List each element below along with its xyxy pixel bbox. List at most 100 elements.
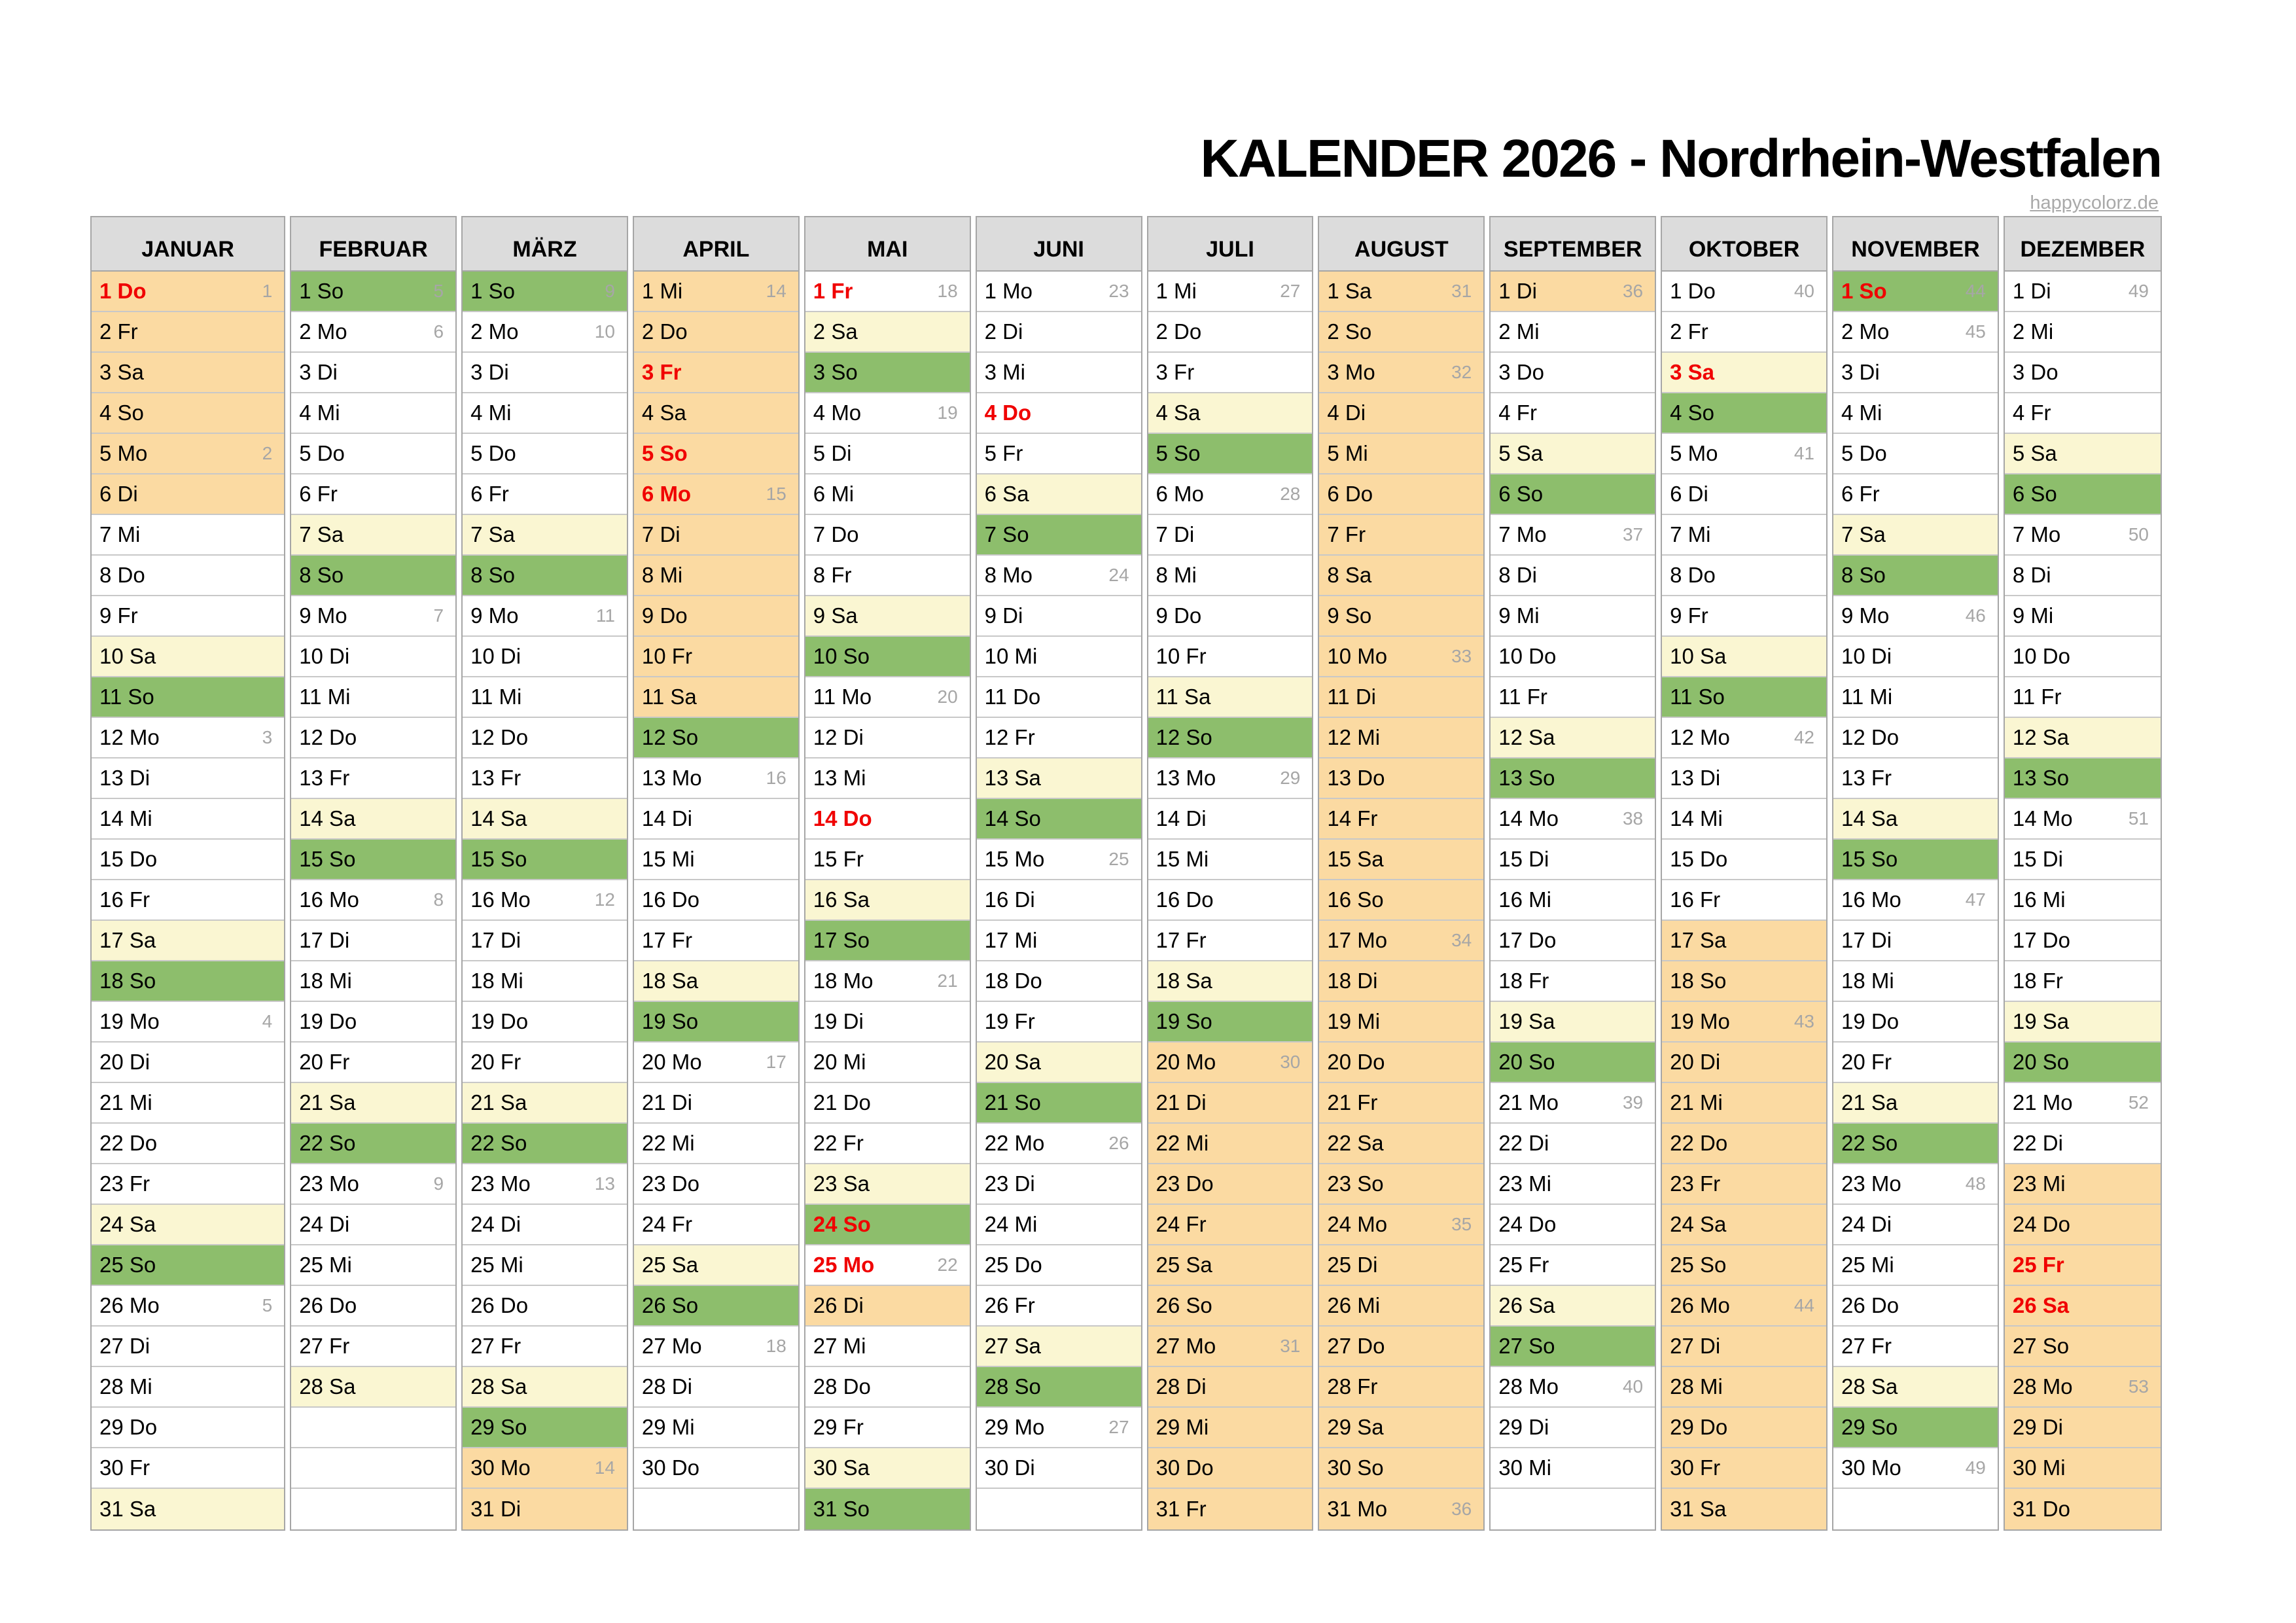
day-cell-juli-3: 3 Fr bbox=[1148, 353, 1313, 393]
day-label: 17 Fr bbox=[1156, 928, 1207, 952]
empty-cell bbox=[976, 1489, 1141, 1529]
day-cell-mai-5: 5 Di bbox=[805, 434, 970, 474]
day-label: 5 Di bbox=[813, 441, 852, 465]
day-label: 22 Fr bbox=[813, 1131, 864, 1155]
day-label: 16 Di bbox=[984, 887, 1035, 912]
day-cell-mai-27: 27 Mi bbox=[805, 1327, 970, 1367]
day-cell-august-5: 5 Mi bbox=[1319, 434, 1484, 474]
day-cell-februar-9: 9 Mo 7 bbox=[291, 596, 456, 637]
day-cell-mai-26: 26 Di bbox=[805, 1286, 970, 1327]
day-label: 26 Di bbox=[813, 1293, 864, 1317]
day-label: 7 Fr bbox=[1327, 522, 1366, 546]
day-cell-juni-12: 12 Fr bbox=[976, 718, 1141, 758]
day-label: 13 Do bbox=[1327, 766, 1385, 790]
day-cell-oktober-26: 26 Mo 44 bbox=[1662, 1286, 1826, 1327]
day-cell-februar-13: 13 Fr bbox=[291, 758, 456, 799]
day-cell-august-31: 31 Mo 36 bbox=[1319, 1489, 1484, 1529]
day-label: 17 Sa bbox=[99, 928, 156, 952]
day-label: 12 Do bbox=[1841, 725, 1899, 749]
day-cell-juli-9: 9 Do bbox=[1148, 596, 1313, 637]
day-cell-maerz-13: 13 Fr bbox=[463, 758, 627, 799]
day-cell-januar-10: 10 Sa bbox=[92, 637, 285, 677]
day-label: 3 Di bbox=[299, 360, 338, 384]
day-cell-dezember-31: 31 Do bbox=[2004, 1489, 2161, 1529]
day-label: 1 Fr bbox=[813, 279, 853, 303]
day-label: 20 So bbox=[1498, 1050, 1555, 1074]
day-label: 7 Mi bbox=[1670, 522, 1711, 546]
day-label: 21 Di bbox=[1156, 1090, 1207, 1115]
week-number: 36 bbox=[1451, 1499, 1472, 1519]
week-number: 6 bbox=[433, 321, 444, 342]
day-label: 27 Di bbox=[1670, 1334, 1721, 1358]
week-number: 33 bbox=[1451, 646, 1472, 666]
day-cell-august-16: 16 So bbox=[1319, 880, 1484, 921]
day-cell-november-20: 20 Fr bbox=[1833, 1043, 1998, 1083]
day-label: 15 Do bbox=[99, 847, 158, 871]
day-cell-januar-5: 5 Mo 2 bbox=[92, 434, 285, 474]
day-label: 23 Mi bbox=[2012, 1171, 2066, 1196]
day-cell-oktober-1: 1 Do 40 bbox=[1662, 272, 1826, 312]
day-cell-oktober-31: 31 Sa bbox=[1662, 1489, 1826, 1529]
day-label: 29 Di bbox=[1498, 1415, 1549, 1439]
day-label: 14 Fr bbox=[1327, 806, 1378, 830]
day-label: 22 So bbox=[470, 1131, 527, 1155]
day-cell-januar-29: 29 Do bbox=[92, 1408, 285, 1448]
day-label: 10 Sa bbox=[1670, 644, 1727, 668]
day-cell-november-24: 24 Di bbox=[1833, 1205, 1998, 1245]
day-label: 21 Mo bbox=[1498, 1090, 1559, 1115]
day-cell-juni-1: 1 Mo 23 bbox=[976, 272, 1141, 312]
day-label: 27 Fr bbox=[299, 1334, 350, 1358]
day-cell-maerz-7: 7 Sa bbox=[463, 515, 627, 556]
day-label: 7 Sa bbox=[470, 522, 515, 546]
month-juli: JULI 1 Mi 27 2 Do 3 Fr 4 Sa 5 So 6 Mo 28 7 Di 8 Mi… bbox=[1146, 216, 1314, 1531]
day-cell-februar-4: 4 Mi bbox=[291, 393, 456, 434]
day-label: 3 Sa bbox=[99, 360, 144, 384]
day-cell-august-3: 3 Mo 32 bbox=[1319, 353, 1484, 393]
day-cell-april-30: 30 Do bbox=[633, 1448, 798, 1489]
day-label: 27 Mi bbox=[813, 1334, 866, 1358]
day-label: 14 So bbox=[984, 806, 1041, 830]
day-cell-november-23: 23 Mo 48 bbox=[1833, 1164, 1998, 1205]
day-label: 6 Fr bbox=[299, 482, 338, 506]
day-cell-dezember-6: 6 So bbox=[2004, 474, 2161, 515]
week-number: 20 bbox=[937, 687, 958, 707]
day-cell-juli-25: 25 Sa bbox=[1148, 1245, 1313, 1286]
day-label: 22 Sa bbox=[1327, 1131, 1384, 1155]
day-cell-juni-18: 18 Do bbox=[976, 961, 1141, 1002]
day-cell-januar-18: 18 So bbox=[92, 961, 285, 1002]
day-cell-juli-13: 13 Mo 29 bbox=[1148, 758, 1313, 799]
day-cell-juli-8: 8 Mi bbox=[1148, 556, 1313, 596]
day-cell-august-21: 21 Fr bbox=[1319, 1083, 1484, 1124]
day-cell-november-29: 29 So bbox=[1833, 1408, 1998, 1448]
day-label: 23 Do bbox=[1156, 1171, 1214, 1196]
day-label: 29 Di bbox=[2012, 1415, 2063, 1439]
day-label: 15 Fr bbox=[813, 847, 864, 871]
day-cell-september-17: 17 Do bbox=[1491, 921, 1655, 961]
day-label: 19 Do bbox=[470, 1009, 529, 1033]
week-number: 50 bbox=[2128, 524, 2149, 544]
day-label: 26 Do bbox=[299, 1293, 357, 1317]
week-number: 45 bbox=[1965, 321, 1986, 342]
page-title: KALENDER 2026 - Nordrhein-Westfalen bbox=[1200, 129, 2163, 188]
day-cell-februar-19: 19 Do bbox=[291, 1002, 456, 1043]
day-label: 1 So bbox=[299, 279, 344, 303]
day-label: 20 So bbox=[2012, 1050, 2070, 1074]
day-cell-november-26: 26 Do bbox=[1833, 1286, 1998, 1327]
day-label: 16 Mo bbox=[470, 887, 531, 912]
week-number: 11 bbox=[595, 605, 615, 626]
website-link[interactable]: happycolorz.de bbox=[2030, 192, 2159, 213]
week-number: 18 bbox=[766, 1336, 786, 1356]
day-label: 18 So bbox=[99, 969, 156, 993]
week-number: 35 bbox=[1451, 1214, 1472, 1234]
day-label: 3 Mo bbox=[1327, 360, 1375, 384]
day-cell-april-12: 12 So bbox=[633, 718, 798, 758]
day-cell-februar-1: 1 So 5 bbox=[291, 272, 456, 312]
day-cell-februar-25: 25 Mi bbox=[291, 1245, 456, 1286]
day-cell-mai-22: 22 Fr bbox=[805, 1124, 970, 1164]
day-cell-november-18: 18 Mi bbox=[1833, 961, 1998, 1002]
day-cell-dezember-29: 29 Di bbox=[2004, 1408, 2161, 1448]
day-cell-november-21: 21 Sa bbox=[1833, 1083, 1998, 1124]
week-number: 30 bbox=[1280, 1052, 1301, 1072]
week-number: 41 bbox=[1793, 443, 1814, 463]
day-label: 23 Mo bbox=[1841, 1171, 1901, 1196]
